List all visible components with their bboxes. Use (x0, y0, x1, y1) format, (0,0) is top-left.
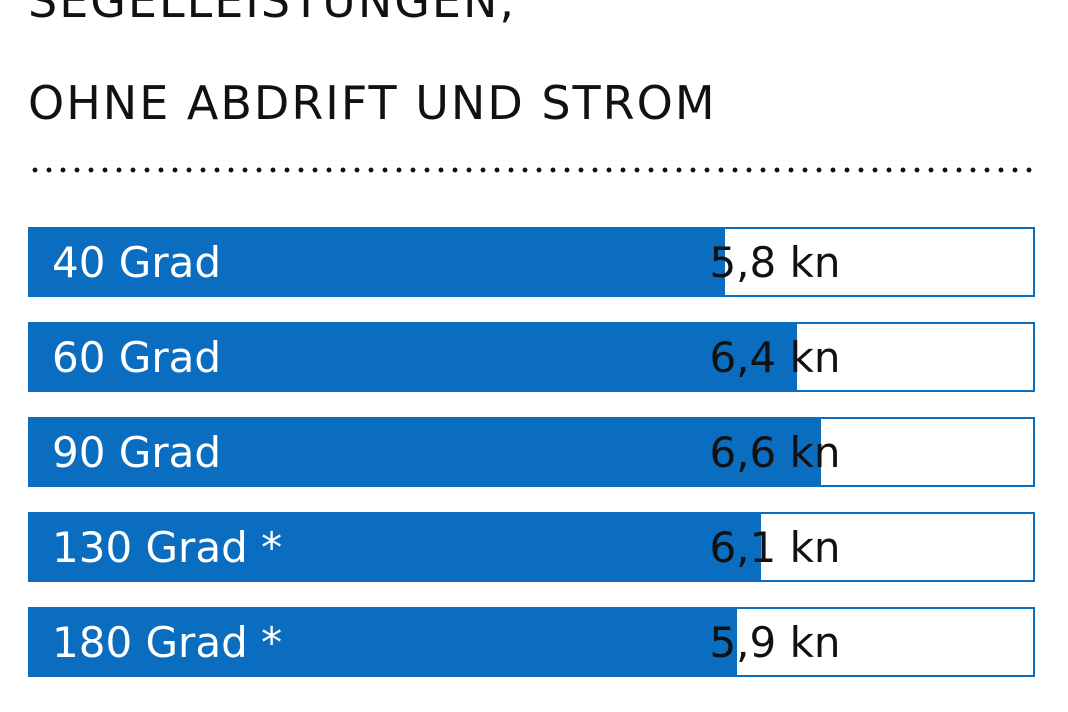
bar-fill (30, 514, 761, 580)
bar-row: 180 Grad * 5,9 kn (28, 607, 1035, 677)
bar-fill (30, 324, 797, 390)
bar-category-label: 90 Grad (52, 427, 222, 477)
bar-row: 40 Grad 5,8 kn (28, 227, 1035, 297)
bar-category-label: 180 Grad * (52, 617, 283, 667)
bar-row: 60 Grad 6,4 kn (28, 322, 1035, 392)
chart-title-line-1: SEGELLEISTUNGEN, (28, 0, 516, 28)
bar-value-label: 6,4 kn (709, 332, 841, 382)
chart-title-line-2: OHNE ABDRIFT UND STROM (28, 76, 717, 130)
bar-value-label: 6,1 kn (709, 522, 841, 572)
bar-category-label: 40 Grad (52, 237, 222, 287)
bar-value-label: 6,6 kn (709, 427, 841, 477)
bar-fill (30, 609, 737, 675)
bar-fill (30, 229, 725, 295)
bar-category-label: 60 Grad (52, 332, 222, 382)
bar-row: 90 Grad 6,6 kn (28, 417, 1035, 487)
dotted-divider (28, 166, 1040, 174)
bar-row: 130 Grad * 6,1 kn (28, 512, 1035, 582)
bar-fill (30, 419, 821, 485)
bar-value-label: 5,8 kn (709, 237, 841, 287)
bar-category-label: 130 Grad * (52, 522, 283, 572)
bar-value-label: 5,9 kn (709, 617, 841, 667)
